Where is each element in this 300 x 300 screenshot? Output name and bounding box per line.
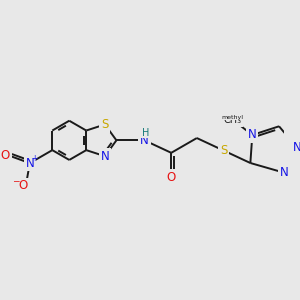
Text: N: N (280, 166, 288, 179)
Text: +: + (32, 154, 38, 163)
Text: −: − (12, 176, 20, 185)
Text: CH₃: CH₃ (224, 115, 242, 125)
Text: S: S (220, 144, 227, 157)
Text: N: N (248, 128, 257, 142)
Text: H: H (142, 128, 149, 138)
Text: methyl: methyl (221, 115, 244, 119)
Text: O: O (1, 149, 10, 162)
Text: S: S (101, 118, 109, 131)
Text: N: N (26, 157, 34, 169)
Text: N: N (100, 150, 109, 163)
Text: O: O (167, 170, 176, 184)
Text: O: O (18, 179, 28, 192)
Text: N: N (293, 141, 300, 154)
Text: N: N (140, 134, 149, 147)
